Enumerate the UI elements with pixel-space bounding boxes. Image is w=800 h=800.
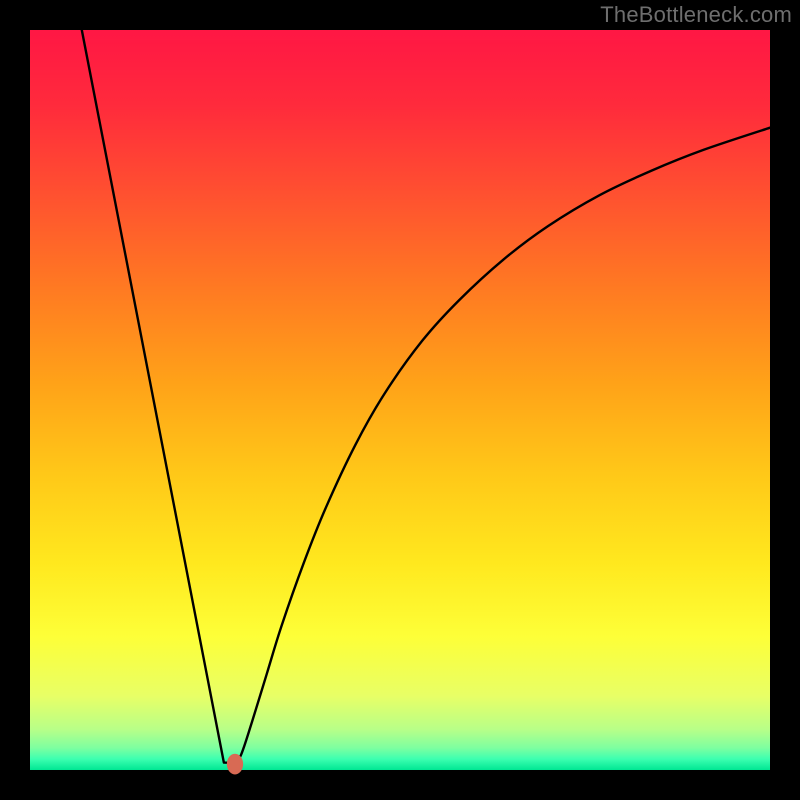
chart-canvas: { "watermark": { "text": "TheBottleneck.… <box>0 0 800 800</box>
plot-background <box>30 30 770 770</box>
optimum-marker <box>227 754 243 775</box>
bottleneck-chart-svg <box>0 0 800 800</box>
watermark-text: TheBottleneck.com <box>600 2 792 28</box>
